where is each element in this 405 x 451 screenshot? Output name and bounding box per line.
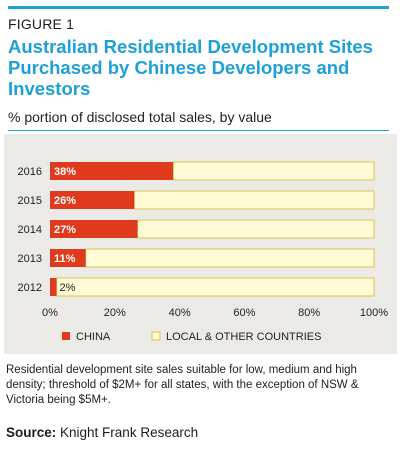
legend-swatch-china [62,332,70,340]
bar-china-2013 [50,249,86,267]
bar-local-2015 [133,190,375,210]
x-tick-label: 100% [360,307,388,319]
chart-subtitle: % portion of disclosed total sales, by v… [8,109,272,125]
footnote: Residential development site sales suita… [6,364,359,406]
bar-china-2016 [50,162,174,180]
data-label-2012: 2% [59,282,75,294]
category-label-2012: 2012 [18,282,42,294]
data-label-2013: 11% [54,253,76,265]
data-label-2016: 38% [54,166,76,178]
x-tick-label: 60% [233,307,255,319]
category-label-2014: 2014 [18,224,42,236]
category-label-2015: 2015 [18,195,42,207]
category-label-2016: 2016 [18,166,42,178]
bar-china-2012 [50,278,57,296]
chart-area: 2016 38% 2015 26% 2014 27% 2013 11% 2012 2% 0% 20% 4… [4,134,397,354]
source-line: Source: Knight Frank Research [6,425,198,440]
x-tick-label: 40% [169,307,191,319]
x-tick-label: 80% [298,307,320,319]
top-rule [8,6,389,9]
data-label-2015: 26% [54,195,76,207]
bar-chart: 2016 38% 2015 26% 2014 27% 2013 11% 2012 2% 0% 20% 4… [18,161,388,343]
x-tick-label: 20% [104,307,126,319]
bar-china-2015 [50,191,135,209]
legend-label-local: LOCAL & OTHER COUNTRIES [166,331,321,343]
bar-local-2013 [85,248,375,268]
bar-local-2014 [136,219,375,239]
x-tick-label: 0% [42,307,58,319]
legend-swatch-local [151,331,161,341]
bar-china-2014 [50,220,138,238]
data-label-2014: 27% [54,224,76,236]
subtitle-rule [8,130,389,131]
source-label: Source: [6,425,57,440]
category-label-2013: 2013 [18,253,42,265]
legend-label-china: CHINA [76,331,111,343]
chart-title: Australian Residential Development Sites… [8,36,373,99]
bar-local-2016 [172,161,375,181]
figure-label: FIGURE 1 [8,16,75,32]
bar-local-2012 [55,277,375,297]
source-text: Knight Frank Research [60,425,199,440]
